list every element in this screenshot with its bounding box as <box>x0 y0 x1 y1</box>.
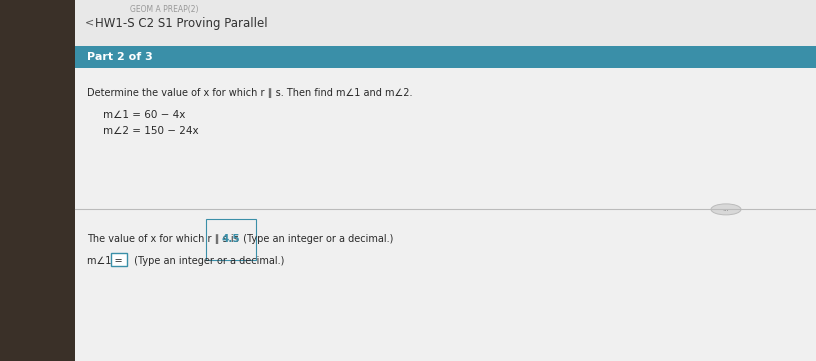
Text: ...: ... <box>723 206 730 212</box>
Text: m∠1 =: m∠1 = <box>87 256 126 266</box>
FancyBboxPatch shape <box>75 68 816 361</box>
Text: The value of x for which r ∥ s is: The value of x for which r ∥ s is <box>87 234 242 244</box>
Text: m∠2 = 150 − 24x: m∠2 = 150 − 24x <box>103 126 198 136</box>
Ellipse shape <box>711 204 741 215</box>
FancyBboxPatch shape <box>75 46 816 68</box>
Text: Determine the value of x for which r ∥ s. Then find m∠1 and m∠2.: Determine the value of x for which r ∥ s… <box>87 88 413 98</box>
Text: <: < <box>85 17 95 27</box>
Text: GEOM A PREAP(2): GEOM A PREAP(2) <box>130 5 198 14</box>
FancyBboxPatch shape <box>75 0 816 361</box>
Text: m∠1 = 60 − 4x: m∠1 = 60 − 4x <box>103 110 185 120</box>
Text: (Type an integer or a decimal.): (Type an integer or a decimal.) <box>131 256 284 266</box>
FancyBboxPatch shape <box>111 253 126 266</box>
Text: (Type an integer or a decimal.): (Type an integer or a decimal.) <box>240 234 393 244</box>
Text: 4.5: 4.5 <box>221 234 240 244</box>
FancyBboxPatch shape <box>0 0 75 361</box>
Text: Part 2 of 3: Part 2 of 3 <box>87 52 153 62</box>
Text: HW1-S C2 S1 Proving Parallel: HW1-S C2 S1 Proving Parallel <box>95 17 268 30</box>
